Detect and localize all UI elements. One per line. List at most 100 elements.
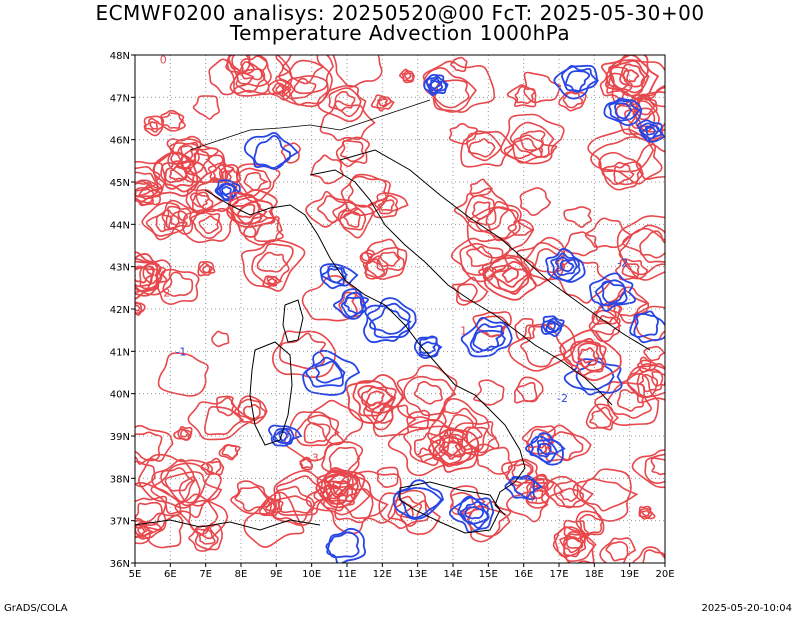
- positive-contour: [271, 330, 337, 379]
- positive-contour: [650, 457, 665, 476]
- positive-contour: [275, 475, 333, 514]
- positive-contour: [191, 193, 210, 208]
- title-line-2: Temperature Advection 1000hPa: [229, 21, 571, 45]
- negative-contour: [274, 428, 292, 445]
- positive-contour: [135, 258, 173, 296]
- positive-contour: [633, 305, 665, 342]
- positive-contour: [303, 422, 331, 444]
- footer-credit: GrADS/COLA: [4, 603, 68, 614]
- lat-tick-label: 40N: [110, 390, 130, 401]
- contour-label: -1: [175, 346, 186, 359]
- positive-contour: [626, 363, 665, 404]
- contour-label: 3: [312, 451, 319, 464]
- positive-contour: [332, 201, 374, 239]
- negative-contour: [504, 474, 544, 501]
- positive-contour: [225, 55, 255, 75]
- positive-contour: [161, 112, 185, 129]
- positive-contour: [512, 137, 539, 160]
- positive-contour: [179, 428, 190, 438]
- lat-tick-label: 48N: [110, 51, 130, 62]
- positive-contour: [641, 509, 651, 517]
- lat-tick-label: 39N: [110, 432, 130, 443]
- positive-contour: [192, 95, 221, 120]
- positive-contour: [513, 376, 544, 404]
- positive-contour: [290, 77, 317, 100]
- negative-contour: [363, 297, 417, 344]
- positive-contour: [334, 90, 356, 112]
- positive-contour: [622, 69, 640, 83]
- footer-timestamp: 2025-05-20-10:04: [701, 603, 792, 614]
- positive-contour: [135, 424, 174, 465]
- positive-contour: [540, 424, 592, 462]
- negative-contour: [545, 320, 561, 334]
- lon-tick-label: 13E: [408, 569, 427, 580]
- positive-contour: [152, 151, 199, 193]
- positive-contour: [227, 55, 251, 73]
- positive-contour: [135, 526, 148, 537]
- positive-contour: [639, 230, 665, 259]
- positive-contour: [575, 510, 605, 536]
- positive-contour: [516, 381, 538, 403]
- positive-contour: [347, 175, 388, 208]
- title-line-1: ECMWF0200 analisys: 20250520@00 FcT: 202…: [95, 1, 705, 25]
- positive-contour: [135, 266, 156, 284]
- negative-contour: [214, 179, 241, 202]
- positive-contour: [164, 471, 223, 507]
- negative-contour: [272, 427, 295, 445]
- positive-contour: [584, 217, 633, 249]
- positive-contour: [206, 460, 222, 475]
- negative-contour: [559, 259, 575, 273]
- positive-contour: [559, 329, 622, 382]
- positive-contour: [563, 337, 607, 377]
- positive-contour: [135, 166, 163, 197]
- positive-contour: [198, 215, 219, 235]
- lon-tick-label: 5E: [129, 569, 142, 580]
- negative-contour: [369, 306, 412, 335]
- positive-contour: [236, 203, 256, 219]
- positive-contour: [282, 75, 329, 106]
- negative-contour: [645, 126, 657, 136]
- lon-tick-label: 19E: [620, 569, 639, 580]
- lat-tick-label: 42N: [110, 305, 130, 316]
- positive-contour: [387, 495, 423, 527]
- positive-contour: [503, 134, 544, 164]
- positive-contour: [340, 140, 365, 163]
- positive-contour: [135, 265, 155, 288]
- positive-contour: [631, 449, 665, 489]
- positive-contour: [328, 446, 361, 474]
- positive-contour: [198, 529, 216, 545]
- positive-contour: [613, 164, 635, 185]
- positive-contour: [482, 267, 496, 279]
- positive-contour: [464, 194, 497, 226]
- positive-contour: [190, 211, 223, 239]
- positive-contour: [579, 478, 639, 512]
- positive-contour: [377, 199, 395, 212]
- negative-contour: [601, 280, 627, 304]
- positive-contour: [406, 409, 431, 429]
- positive-contour: [364, 258, 385, 280]
- positive-contour: [643, 345, 665, 362]
- positive-contour: [525, 480, 550, 505]
- positive-contour: [366, 390, 385, 407]
- positive-contour: [135, 302, 143, 315]
- negative-contour: [459, 500, 489, 525]
- positive-contour: [343, 211, 361, 228]
- lat-tick-label: 44N: [110, 220, 130, 231]
- negative-contour: [343, 296, 365, 315]
- positive-contour: [562, 91, 583, 109]
- positive-contour: [481, 254, 537, 301]
- positive-contour: [282, 55, 325, 85]
- negative-contour: [525, 432, 564, 466]
- positive-contour: [221, 168, 242, 184]
- positive-contour: [265, 502, 278, 513]
- negative-contour: [633, 313, 659, 338]
- negative-contour: [536, 439, 558, 458]
- positive-contour: [185, 152, 224, 185]
- coastline-africa: [135, 519, 321, 531]
- coastline-balkans: [339, 149, 651, 351]
- positive-contour: [335, 136, 370, 167]
- positive-contour: [403, 72, 412, 80]
- positive-contour: [321, 441, 364, 478]
- positive-contour: [399, 500, 442, 535]
- positive-contour: [230, 480, 273, 515]
